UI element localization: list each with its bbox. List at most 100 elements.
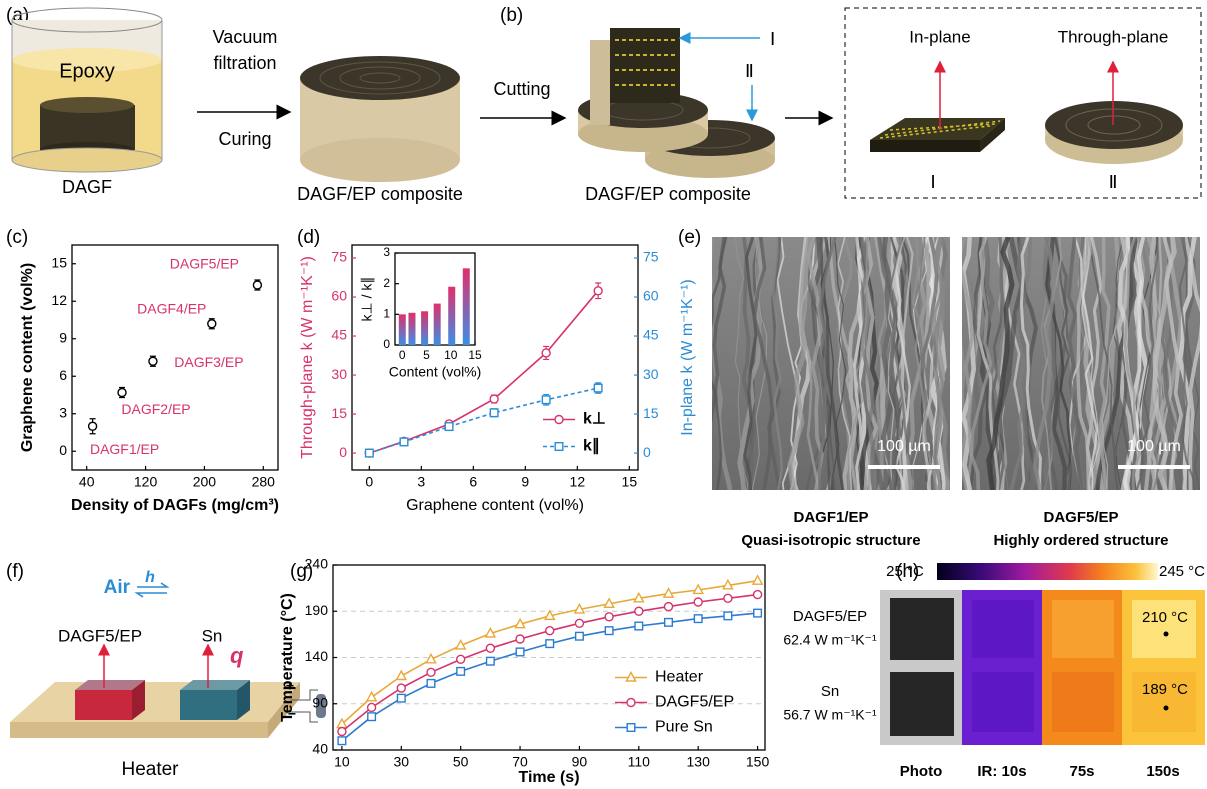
marker bbox=[400, 438, 408, 446]
marker bbox=[542, 349, 550, 357]
y-tick-label: 0 bbox=[59, 442, 67, 458]
x-tick-label: 10 bbox=[334, 753, 350, 769]
marker bbox=[397, 671, 406, 680]
marker bbox=[665, 603, 673, 611]
x-tick-label: 0 bbox=[365, 473, 373, 489]
marker bbox=[366, 449, 374, 457]
y-tick-label: 45 bbox=[331, 327, 347, 343]
y-axis-label: Graphene content (vol%) bbox=[19, 263, 36, 452]
marker bbox=[575, 619, 583, 627]
label: Vacuum bbox=[213, 27, 278, 47]
legend-marker bbox=[555, 443, 563, 451]
x-tick-label: 9 bbox=[521, 473, 529, 489]
y-tick-label: 30 bbox=[331, 366, 347, 382]
bar bbox=[399, 314, 406, 345]
marker bbox=[594, 287, 602, 295]
marker bbox=[338, 737, 346, 745]
marker bbox=[546, 640, 554, 648]
x-tick-label: 90 bbox=[572, 753, 588, 769]
marker bbox=[118, 389, 126, 397]
scale-label: 100 µm bbox=[1127, 438, 1181, 455]
marker bbox=[605, 613, 613, 621]
bar bbox=[408, 313, 415, 345]
legend-label: k⊥ bbox=[583, 411, 606, 428]
y-tick-label: 15 bbox=[51, 254, 67, 270]
marker bbox=[694, 615, 702, 623]
marker bbox=[546, 627, 554, 635]
color-bar bbox=[937, 563, 1158, 580]
point-label: DAGF3/EP bbox=[174, 354, 243, 370]
temp-label: 210 °C bbox=[1142, 609, 1188, 626]
label: Curing bbox=[218, 129, 271, 149]
y-tick-label: 1 bbox=[383, 307, 390, 321]
scale-label: 100 µm bbox=[877, 438, 931, 455]
x-axis-label: Time (s) bbox=[518, 769, 579, 786]
row-label: DAGF5/EP bbox=[793, 608, 867, 625]
panel-label: (f) bbox=[6, 561, 24, 582]
through-plane-disk bbox=[1045, 101, 1183, 164]
label: Heater bbox=[121, 759, 179, 780]
x-tick-label: 280 bbox=[252, 473, 276, 489]
y-tick-label: 140 bbox=[305, 648, 329, 664]
marker bbox=[754, 591, 762, 599]
x-tick-label: 30 bbox=[393, 753, 409, 769]
y-tick-label: 3 bbox=[59, 404, 67, 420]
bar bbox=[463, 268, 470, 345]
y2-tick-label: 0 bbox=[643, 444, 651, 460]
composite-disk bbox=[300, 56, 460, 182]
marker bbox=[594, 384, 602, 392]
row-label: 62.4 W m⁻¹K⁻¹ bbox=[783, 632, 877, 648]
panel-label: (e) bbox=[678, 227, 701, 248]
label: Air bbox=[104, 577, 131, 598]
marker bbox=[427, 680, 435, 688]
panel-label: (b) bbox=[500, 5, 523, 26]
scale-label: 25 °C bbox=[886, 563, 924, 580]
label: Through-plane bbox=[1058, 27, 1169, 46]
marker bbox=[753, 576, 762, 585]
caption: Quasi-isotropic structure bbox=[741, 532, 920, 549]
label: q bbox=[230, 643, 244, 668]
label: filtration bbox=[213, 53, 276, 73]
marker bbox=[149, 357, 157, 365]
x-tick-label: 40 bbox=[79, 473, 95, 489]
cut-disks bbox=[578, 28, 775, 178]
marker bbox=[724, 594, 732, 602]
label: h bbox=[145, 569, 155, 586]
x-tick-label: 3 bbox=[417, 473, 425, 489]
label: In-plane bbox=[909, 27, 970, 46]
marker bbox=[487, 657, 495, 665]
label: DAGF bbox=[62, 177, 112, 197]
x-axis-label: Graphene content (vol%) bbox=[406, 497, 584, 514]
x-tick-label: 70 bbox=[512, 753, 528, 769]
label: DAGF/EP composite bbox=[297, 184, 463, 204]
y-tick-label: 90 bbox=[312, 694, 328, 710]
marker bbox=[486, 644, 494, 652]
point-label: DAGF2/EP bbox=[121, 401, 190, 417]
point-label: DAGF1/EP bbox=[90, 441, 159, 457]
y2-tick-label: 45 bbox=[643, 327, 659, 343]
label: Ⅰ bbox=[930, 172, 935, 192]
y-axis-label: Through-plane k (W m⁻¹K⁻¹) bbox=[299, 256, 316, 459]
in-plane-slab bbox=[870, 118, 1005, 152]
beaker bbox=[12, 8, 162, 172]
x-tick-label: 12 bbox=[570, 473, 586, 489]
y-tick-label: 0 bbox=[339, 444, 347, 460]
y-tick-label: 60 bbox=[331, 288, 347, 304]
y-tick-label: 75 bbox=[331, 249, 347, 265]
label: Ⅱ bbox=[1109, 172, 1118, 192]
y2-tick-label: 30 bbox=[643, 366, 659, 382]
bar bbox=[434, 304, 441, 345]
y-tick-label: 3 bbox=[383, 245, 390, 259]
point-label: DAGF4/EP bbox=[137, 300, 206, 316]
column-label: 75s bbox=[1069, 763, 1094, 780]
y-axis-label: k⊥ / k∥ bbox=[359, 277, 375, 322]
x-tick-label: 120 bbox=[134, 473, 158, 489]
label: DAGF5/EP bbox=[58, 626, 142, 645]
label: Cutting bbox=[493, 79, 550, 99]
temp-label: 189 °C bbox=[1142, 681, 1188, 698]
marker bbox=[516, 648, 524, 656]
x-tick-label: 15 bbox=[622, 473, 638, 489]
label: Ⅰ bbox=[770, 29, 775, 49]
legend-label: k∥ bbox=[583, 438, 600, 455]
x-tick-label: 5 bbox=[423, 348, 430, 362]
